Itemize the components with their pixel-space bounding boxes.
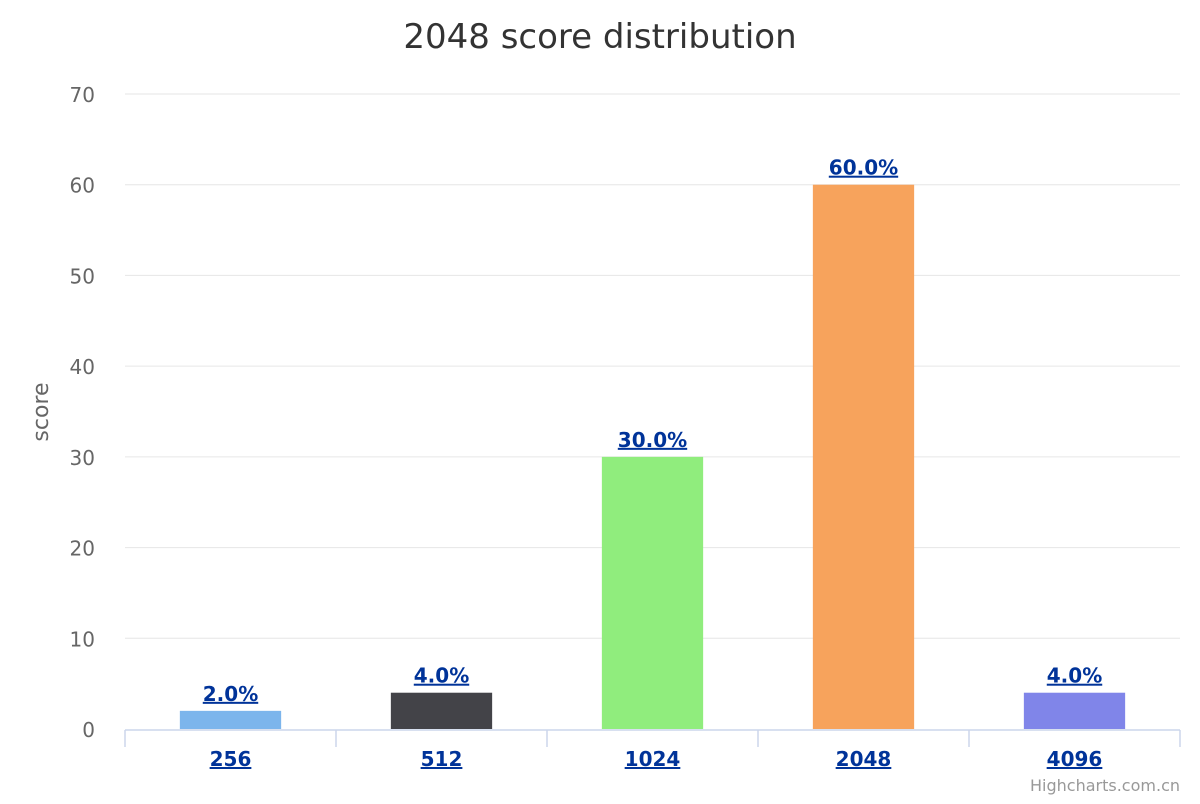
y-tick-label: 0 bbox=[82, 718, 95, 742]
y-tick-label: 10 bbox=[70, 627, 95, 651]
y-tick-label: 40 bbox=[70, 355, 95, 379]
data-label[interactable]: 60.0% bbox=[829, 156, 898, 180]
bar-256[interactable] bbox=[179, 710, 282, 729]
data-label[interactable]: 2.0% bbox=[203, 682, 258, 706]
bar-2048[interactable] bbox=[812, 184, 915, 729]
y-tick-label: 70 bbox=[70, 83, 95, 107]
x-axis: 256 512 1024 2048 4096 bbox=[124, 729, 1181, 771]
y-tick-label: 50 bbox=[70, 264, 95, 288]
y-tick-label: 20 bbox=[70, 537, 95, 561]
bar-1024[interactable] bbox=[601, 456, 704, 729]
x-tick-label[interactable]: 1024 bbox=[625, 747, 681, 771]
y-axis-ticks: 0 10 20 30 40 50 60 70 bbox=[70, 83, 95, 742]
x-tick-label[interactable]: 4096 bbox=[1047, 747, 1103, 771]
data-label[interactable]: 4.0% bbox=[1047, 664, 1102, 688]
y-axis-label: score bbox=[29, 382, 54, 441]
data-label[interactable]: 4.0% bbox=[414, 664, 469, 688]
chart-title: 2048 score distribution bbox=[403, 17, 796, 57]
bar-4096[interactable] bbox=[1023, 692, 1126, 729]
x-tick-label[interactable]: 2048 bbox=[836, 747, 892, 771]
bars bbox=[179, 184, 1126, 729]
x-tick-label[interactable]: 256 bbox=[210, 747, 252, 771]
y-tick-label: 60 bbox=[70, 174, 95, 198]
data-label[interactable]: 30.0% bbox=[618, 428, 687, 452]
y-tick-label: 30 bbox=[70, 446, 95, 470]
credits-link[interactable]: Highcharts.com.cn bbox=[1030, 776, 1180, 795]
x-tick-label[interactable]: 512 bbox=[421, 747, 463, 771]
bar-512[interactable] bbox=[390, 692, 493, 729]
data-labels: 2.0% 4.0% 30.0% 60.0% 4.0% bbox=[203, 156, 1102, 706]
